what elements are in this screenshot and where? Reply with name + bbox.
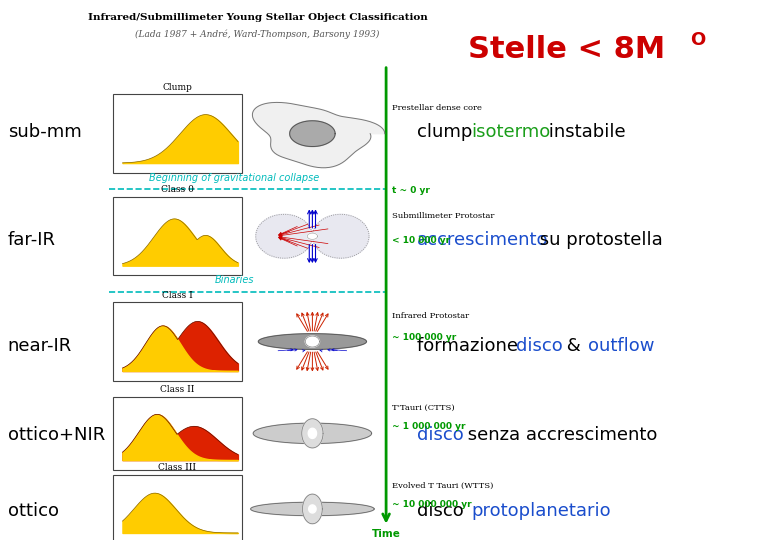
Text: su protostella: su protostella	[534, 231, 663, 249]
Text: O: O	[690, 31, 706, 49]
Bar	[113, 397, 242, 470]
Polygon shape	[308, 428, 317, 438]
Text: Class II: Class II	[160, 385, 195, 394]
Text: formazione: formazione	[417, 336, 524, 355]
Text: far-IR: far-IR	[8, 231, 56, 249]
Bar	[113, 475, 242, 540]
Text: clump: clump	[417, 123, 478, 141]
Polygon shape	[256, 214, 313, 258]
Text: Submillimeter Protostar: Submillimeter Protostar	[392, 212, 495, 220]
Text: isotermo: isotermo	[471, 123, 551, 141]
Bar	[113, 94, 242, 173]
Text: Infrared/Submillimeter Young Stellar Object Classification: Infrared/Submillimeter Young Stellar Obj…	[87, 14, 427, 23]
Polygon shape	[253, 103, 385, 168]
Bar	[113, 302, 242, 381]
Text: Prestellar dense core: Prestellar dense core	[392, 104, 482, 112]
Text: &: &	[561, 336, 587, 355]
Polygon shape	[303, 494, 322, 524]
Polygon shape	[289, 121, 335, 146]
Text: Beginning of gravitational collapse: Beginning of gravitational collapse	[149, 172, 319, 183]
Polygon shape	[313, 214, 369, 258]
Polygon shape	[309, 505, 316, 513]
Polygon shape	[307, 233, 317, 239]
Text: protoplanetario: protoplanetario	[471, 502, 611, 521]
Text: (Lada 1987 + André, Ward-Thompson, Barsony 1993): (Lada 1987 + André, Ward-Thompson, Barso…	[135, 30, 380, 39]
Text: ottico: ottico	[8, 502, 58, 521]
Text: accrescimento: accrescimento	[417, 231, 549, 249]
Text: Class III: Class III	[158, 463, 197, 472]
Text: outflow: outflow	[587, 336, 654, 355]
Text: disco: disco	[417, 502, 470, 521]
Text: Binaries: Binaries	[215, 275, 254, 285]
Polygon shape	[305, 336, 320, 347]
Text: t ~ 0 yr: t ~ 0 yr	[392, 186, 431, 194]
Text: ~ 100 000 yr: ~ 100 000 yr	[392, 333, 456, 342]
Text: Infrared Protostar: Infrared Protostar	[392, 312, 470, 320]
Text: instabile: instabile	[543, 123, 626, 141]
Text: Class I: Class I	[162, 291, 193, 300]
Text: Evolved T Tauri (WTTS): Evolved T Tauri (WTTS)	[392, 482, 494, 490]
Polygon shape	[254, 423, 371, 443]
Text: Class 0: Class 0	[161, 185, 194, 194]
Polygon shape	[250, 502, 374, 516]
Text: Time: Time	[371, 529, 401, 539]
Text: Stelle < 8M: Stelle < 8M	[468, 35, 665, 64]
Text: ~ 1 000 000 yr: ~ 1 000 000 yr	[392, 422, 466, 431]
Text: < 10 000 yr: < 10 000 yr	[392, 236, 451, 245]
Text: near-IR: near-IR	[8, 336, 72, 355]
Text: Clump: Clump	[162, 83, 193, 92]
Bar	[113, 197, 242, 275]
Text: disco: disco	[516, 336, 562, 355]
Polygon shape	[258, 334, 367, 349]
Text: disco: disco	[417, 426, 464, 444]
Text: senza accrescimento: senza accrescimento	[462, 426, 658, 444]
Text: ottico+NIR: ottico+NIR	[8, 426, 105, 444]
Polygon shape	[302, 419, 323, 448]
Text: T'Tauri (CTTS): T'Tauri (CTTS)	[392, 404, 455, 411]
Text: ~ 10 000 000 yr: ~ 10 000 000 yr	[392, 501, 472, 509]
Text: sub-mm: sub-mm	[8, 123, 82, 141]
